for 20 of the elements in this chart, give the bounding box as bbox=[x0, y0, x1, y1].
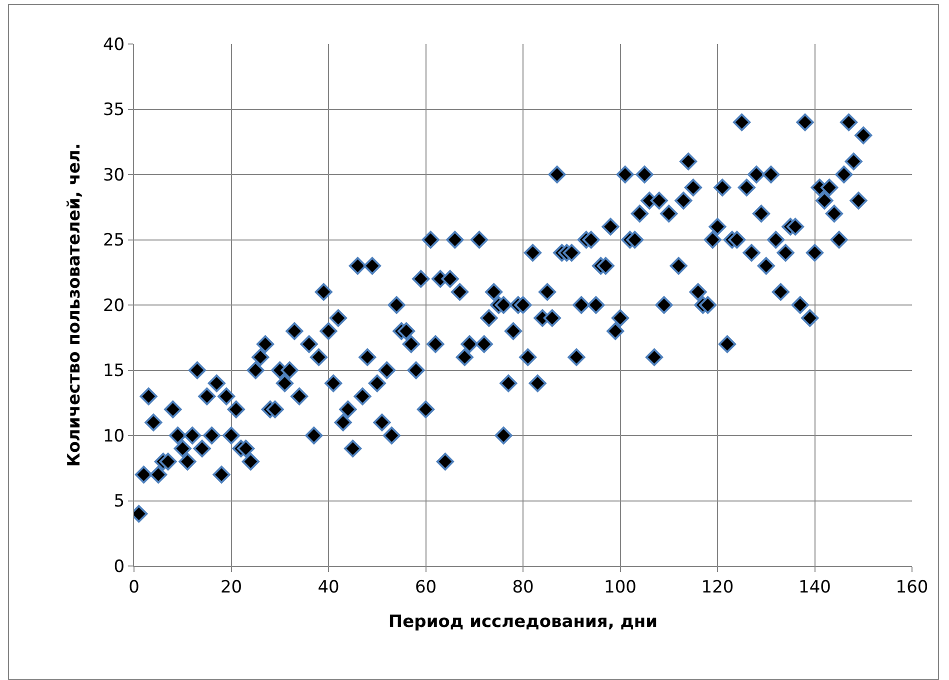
x-tick-label: 60 bbox=[414, 577, 437, 598]
y-tick-label: 15 bbox=[102, 361, 125, 382]
y-tick-label: 25 bbox=[102, 230, 125, 251]
x-tick-label: 120 bbox=[701, 577, 734, 598]
y-axis-title: Количество пользователей, чел. bbox=[64, 143, 85, 467]
y-tick-label: 40 bbox=[102, 34, 125, 55]
y-tick-label: 35 bbox=[102, 100, 125, 120]
x-axis-title: Период исследования, дни bbox=[388, 612, 658, 632]
x-tick-label: 160 bbox=[896, 577, 928, 598]
x-tick-label: 80 bbox=[512, 577, 534, 598]
y-tick-label: 5 bbox=[114, 492, 125, 512]
x-tick-label: 0 bbox=[128, 577, 140, 598]
x-tick-label: 140 bbox=[798, 577, 831, 598]
y-tick-label: 20 bbox=[102, 296, 125, 316]
x-tick-label: 100 bbox=[604, 577, 636, 598]
y-tick-label: 30 bbox=[102, 165, 125, 186]
x-tick-label: 20 bbox=[220, 577, 242, 598]
x-tick-label: 40 bbox=[318, 577, 340, 598]
y-tick-label: 10 bbox=[102, 426, 125, 446]
y-tick-label: 0 bbox=[114, 556, 125, 577]
